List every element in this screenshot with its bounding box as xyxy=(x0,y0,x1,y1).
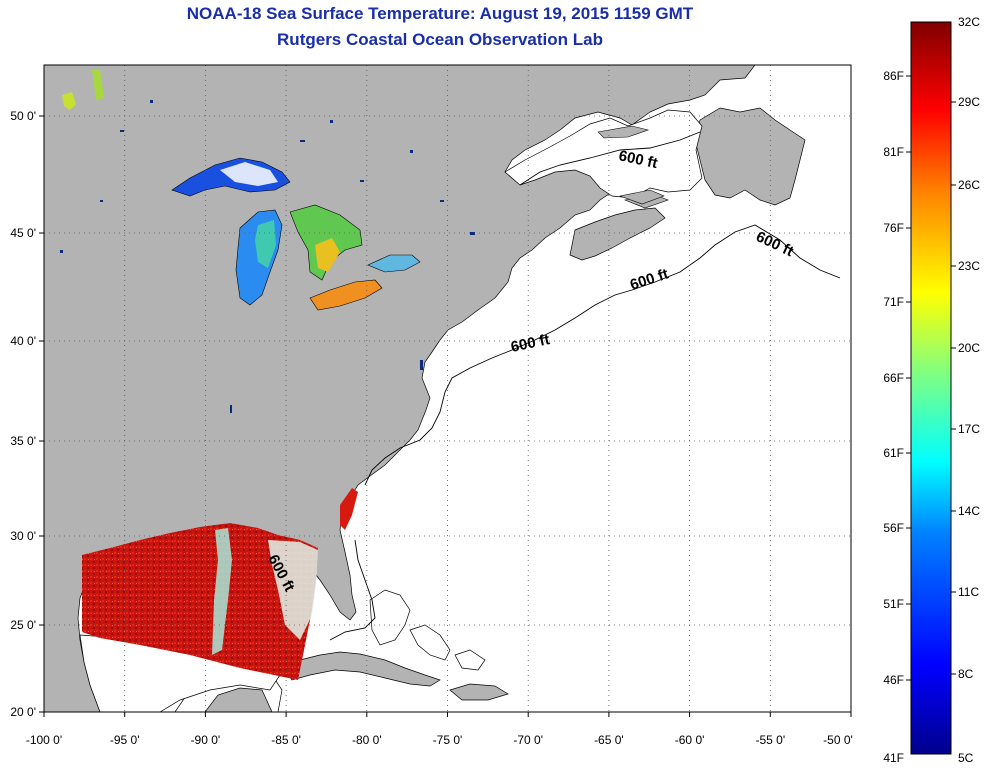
colorbar-fahrenheit-label: 86F xyxy=(883,69,904,83)
landmass-yucatan xyxy=(204,687,273,712)
landmass-hispaniola xyxy=(449,683,509,701)
lake-nipigon-colored xyxy=(92,70,104,100)
lat-label: 25 0' xyxy=(10,618,36,632)
landmass-magdalen xyxy=(618,189,665,205)
colorbar-celsius-label: 20C xyxy=(958,341,980,355)
lon-label: -65 0' xyxy=(594,733,624,747)
sst-atlantic-strip xyxy=(340,488,358,530)
lat-label: 35 0' xyxy=(10,434,36,448)
lake-ontario xyxy=(367,254,421,273)
landmass-newfoundland xyxy=(694,107,806,206)
landmass-cuba xyxy=(284,651,441,687)
lake-erie xyxy=(309,279,383,311)
lon-label: -90 0' xyxy=(191,733,221,747)
lake-winnipeg-colored xyxy=(62,92,76,110)
lon-label: -95 0' xyxy=(110,733,140,747)
inland-lakes xyxy=(60,100,475,413)
landmass-anticosti-2 xyxy=(597,125,650,139)
colorbar-fahrenheit-label: 76F xyxy=(883,221,904,235)
lake-huron-yellow xyxy=(315,238,340,272)
map-subtitle: Rutgers Coastal Ocean Observation Lab xyxy=(277,30,603,49)
lat-label: 50 0' xyxy=(10,109,36,123)
axis-ticks xyxy=(39,115,852,717)
lon-label: -70 0' xyxy=(513,733,543,747)
colorbar-celsius-label: 26C xyxy=(958,178,980,192)
colorbar-celsius-label: 14C xyxy=(958,504,980,518)
sst-cloud-streak-1 xyxy=(212,528,232,655)
colorbar-celsius-label: 29C xyxy=(958,95,980,109)
lake-michigan-green xyxy=(255,220,276,268)
lat-label: 20 0' xyxy=(10,705,36,719)
lon-label: -100 0' xyxy=(26,733,62,747)
lon-label: -60 0' xyxy=(675,733,705,747)
colorbar-fahrenheit-label: 61F xyxy=(883,446,904,460)
colorbar-fahrenheit-label: 81F xyxy=(883,145,904,159)
colorbar-fahrenheit-label: 46F xyxy=(883,673,904,687)
lat-label: 30 0' xyxy=(10,529,36,543)
isobath-600ft xyxy=(364,224,841,486)
colorbar-fahrenheit-label: 66F xyxy=(883,371,904,385)
lon-label: -80 0' xyxy=(352,733,382,747)
lat-label: 40 0' xyxy=(10,334,36,348)
colorbar-fahrenheit-label: 41F xyxy=(883,751,904,765)
lat-label: 45 0' xyxy=(10,226,36,240)
colorbar-celsius-label: 23C xyxy=(958,259,980,273)
colorbar-celsius-label: 17C xyxy=(958,422,980,436)
lon-label: -75 0' xyxy=(433,733,463,747)
colorbar-fahrenheit-label: 71F xyxy=(883,295,904,309)
isobath-600ft-gulf xyxy=(329,539,376,641)
colorbar-fahrenheit-label: 51F xyxy=(883,597,904,611)
sst-cloud-streak-2 xyxy=(268,540,318,640)
sst-swath-gulf xyxy=(82,523,318,680)
lake-superior-white xyxy=(220,162,278,186)
landmass-nova-scotia xyxy=(569,207,666,261)
colorbar-ticks xyxy=(906,75,956,681)
lon-label: -50 0' xyxy=(823,733,853,747)
colorbar-celsius-label: 11C xyxy=(958,585,979,599)
colorbar-celsius-label: 5C xyxy=(958,751,974,765)
colorbar-celsius-label: 32C xyxy=(958,15,980,29)
colorbar xyxy=(910,21,952,755)
lon-label: -85 0' xyxy=(271,733,301,747)
isobath-600ft-shelf xyxy=(519,131,701,186)
colorbar-fahrenheit-label: 56F xyxy=(883,521,904,535)
colorbar-celsius-label: 8C xyxy=(958,667,974,681)
map-title: NOAA-18 Sea Surface Temperature: August … xyxy=(186,4,694,23)
lon-label: -55 0' xyxy=(755,733,785,747)
